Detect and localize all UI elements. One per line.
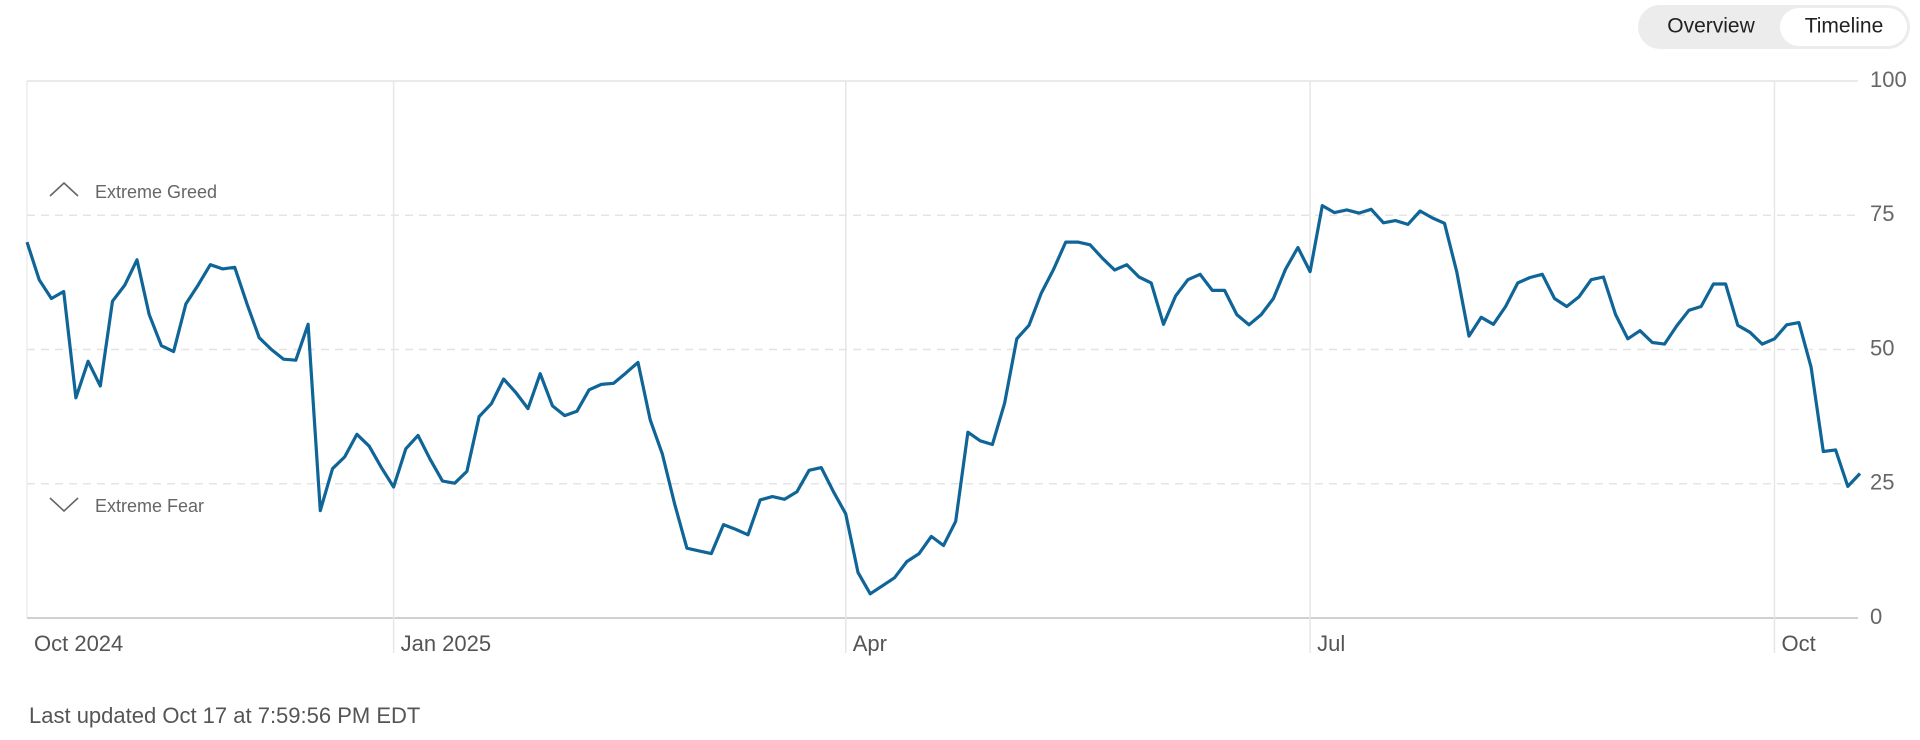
y-tick-label: 25 bbox=[1870, 470, 1894, 495]
toggle-active bbox=[1780, 8, 1907, 46]
y-tick-label: 0 bbox=[1870, 604, 1882, 629]
line bbox=[25, 204, 1862, 596]
x-tick-label: Apr bbox=[853, 631, 887, 656]
grid bbox=[27, 80, 1858, 653]
tab-overview[interactable]: Overview bbox=[1667, 15, 1755, 38]
y-tick-label: 100 bbox=[1870, 67, 1907, 92]
x-tick-label: Oct 2024 bbox=[34, 631, 123, 656]
y-tick-label: 75 bbox=[1870, 201, 1894, 226]
x-tick-label: Jan 2025 bbox=[401, 631, 492, 656]
fear-icon bbox=[49, 497, 79, 513]
y-tick-label: 50 bbox=[1870, 335, 1894, 360]
footer: Last updated Oct 17 at 7:59:56 PM EDT bbox=[29, 703, 420, 728]
x-tick-label: Jul bbox=[1317, 631, 1345, 656]
x-tick-label: Oct bbox=[1781, 631, 1815, 656]
annotation-greed: Extreme Greed bbox=[95, 182, 217, 202]
view-toggle: Overview Timeline bbox=[1638, 5, 1910, 49]
tab-timeline[interactable]: Timeline bbox=[1805, 15, 1884, 38]
greed-icon bbox=[49, 181, 79, 197]
annotation-fear: Extreme Fear bbox=[95, 496, 204, 516]
